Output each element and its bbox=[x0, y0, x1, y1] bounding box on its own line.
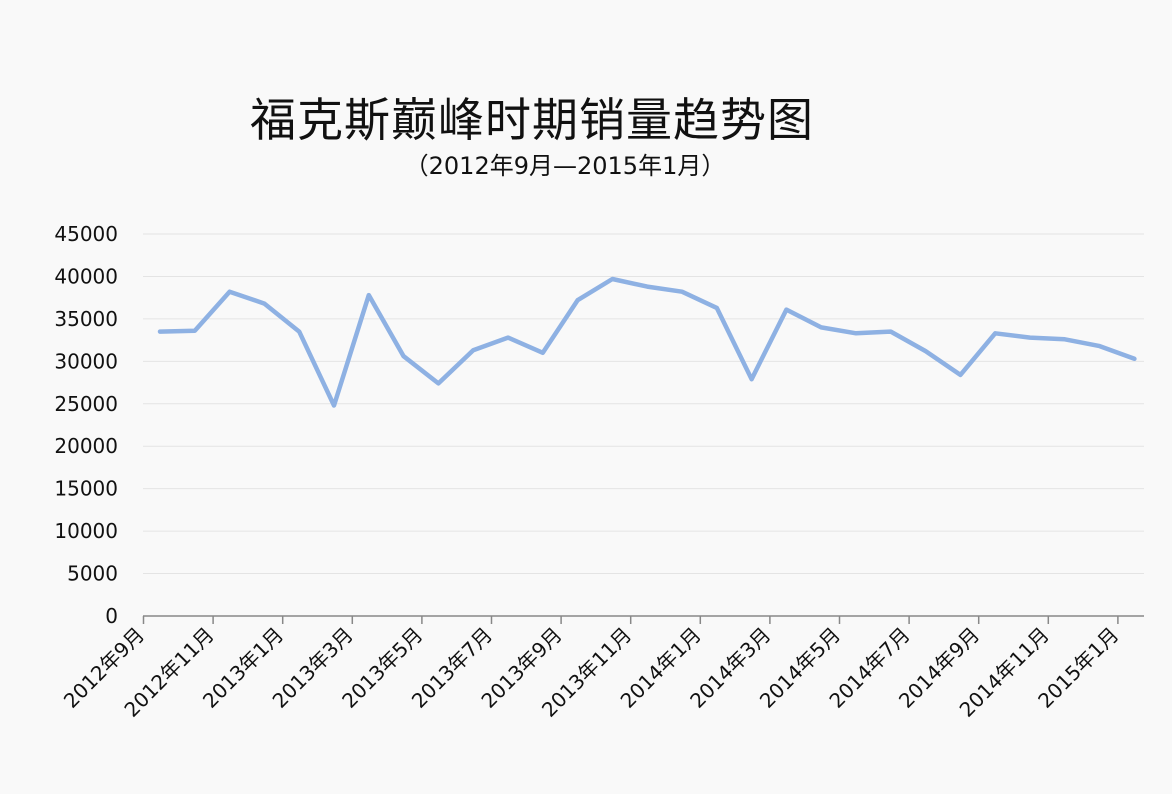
y-tick-label: 20000 bbox=[54, 434, 118, 458]
y-tick-label: 30000 bbox=[54, 349, 118, 373]
y-tick-label: 45000 bbox=[54, 222, 118, 246]
y-tick-label: 35000 bbox=[54, 307, 118, 331]
chart-title: 福克斯巅峰时期销量趋势图 bbox=[250, 93, 814, 147]
y-tick-label: 15000 bbox=[54, 477, 118, 501]
series-line bbox=[157, 276, 1137, 408]
y-tick-label: 10000 bbox=[54, 519, 118, 543]
chart-subtitle: （2012年9月—2015年1月） bbox=[404, 152, 726, 180]
y-tick-label: 5000 bbox=[67, 562, 118, 586]
y-tick-label: 0 bbox=[105, 604, 118, 628]
y-tick-label: 25000 bbox=[54, 392, 118, 416]
y-tick-label: 40000 bbox=[54, 264, 118, 288]
